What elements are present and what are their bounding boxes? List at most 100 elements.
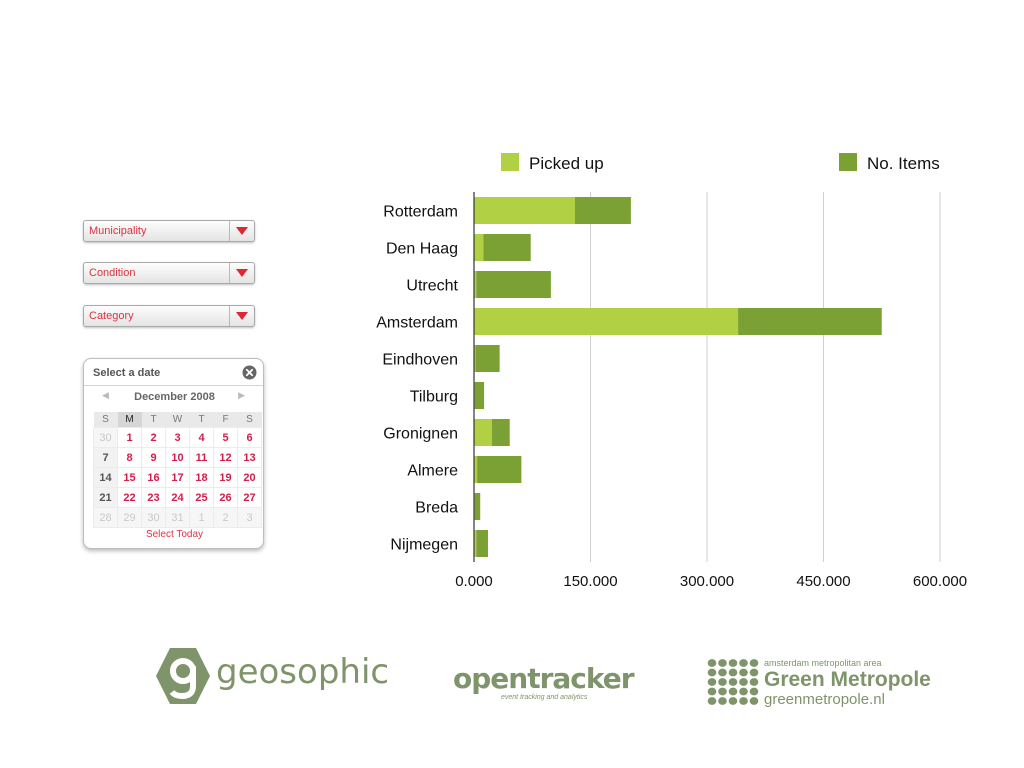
weekday-header: W xyxy=(165,412,190,428)
next-month-arrow-icon[interactable]: ▶ xyxy=(238,390,245,400)
category-label: Amsterdam xyxy=(376,315,458,332)
calendar-day[interactable]: 14 xyxy=(93,467,118,488)
bar-no-items xyxy=(474,382,485,409)
x-tick-label: 450.000 xyxy=(796,573,850,590)
category-dropdown[interactable]: Category xyxy=(83,305,255,327)
bar-no-items xyxy=(476,271,551,298)
chart-bars xyxy=(474,197,882,557)
opentracker-logo: opentracker event tracking and analytics xyxy=(453,662,635,702)
category-label: Rotterdam xyxy=(383,204,458,221)
logo-dot xyxy=(718,668,727,677)
chart-legend: Picked up No. Items xyxy=(501,153,940,173)
municipality-dropdown-label: Municipality xyxy=(89,225,147,237)
logo-dot xyxy=(728,668,738,677)
category-label: Den Haag xyxy=(386,241,458,258)
date-picker: Select a date ◀ December 2008 ▶ S M T W … xyxy=(83,358,264,549)
category-label: Tilburg xyxy=(410,389,458,406)
x-tick-label: 300.000 xyxy=(680,573,734,590)
green-metropole-logo-mark xyxy=(707,659,759,705)
calendar-grid: S M T W T F S 30 1 2 3 4 5 6 7 8 9 xyxy=(93,412,262,528)
green-metropole-name: Green Metropole xyxy=(764,668,931,691)
bar-no-items xyxy=(475,345,500,372)
logo-dot xyxy=(707,659,717,667)
calendar-day[interactable]: 29 xyxy=(117,507,142,528)
green-metropole-url: greenmetropole.nl xyxy=(764,691,885,708)
bar-picked-up xyxy=(474,530,477,557)
calendar-day[interactable]: 31 xyxy=(165,507,190,528)
logo-dot xyxy=(728,678,738,686)
close-icon[interactable] xyxy=(242,365,257,385)
condition-dropdown[interactable]: Condition xyxy=(83,262,255,284)
logo-dot xyxy=(707,687,717,696)
legend-swatch-no-items xyxy=(839,153,857,171)
category-label: Utrecht xyxy=(406,278,458,295)
calendar-day[interactable]: 25 xyxy=(189,487,214,508)
bar-no-items xyxy=(476,530,488,557)
x-tick-label: 600.000 xyxy=(913,573,967,590)
logo-dot xyxy=(707,697,717,705)
logo-dot xyxy=(749,659,759,667)
logo-dot xyxy=(739,697,748,705)
chevron-down-icon[interactable] xyxy=(229,221,254,241)
opentracker-tagline: event tracking and analytics xyxy=(501,694,588,701)
x-tick-label: 0.000 xyxy=(455,573,493,590)
bar-no-items xyxy=(574,197,631,224)
calendar-day[interactable]: 18 xyxy=(189,467,214,488)
category-label: Nijmegen xyxy=(390,537,458,554)
bar-picked-up xyxy=(474,456,478,483)
municipality-dropdown[interactable]: Municipality xyxy=(83,220,255,242)
calendar-day[interactable]: 19 xyxy=(213,467,238,488)
calendar-day[interactable]: 2 xyxy=(213,507,238,528)
calendar-day[interactable]: 7 xyxy=(93,447,118,468)
bar-no-items xyxy=(483,234,531,261)
previous-month-arrow-icon[interactable]: ◀ xyxy=(102,390,109,400)
condition-dropdown-label: Condition xyxy=(89,267,136,279)
calendar-day[interactable]: 16 xyxy=(141,467,166,488)
weekday-header: S xyxy=(93,412,118,428)
calendar-day[interactable]: 30 xyxy=(141,507,166,528)
logo-dot xyxy=(728,697,738,705)
stacked-bar-chart: Picked up No. Items Rotterdam Den Haag Utr… xyxy=(376,153,967,590)
logo-dot xyxy=(739,659,748,667)
logo-dot xyxy=(739,668,748,677)
logo-dot xyxy=(707,678,717,686)
green-metropole-logo: amsterdam metropolitan area Green Metrop… xyxy=(707,658,931,711)
logo-dot xyxy=(749,678,759,686)
logo-dot xyxy=(739,687,748,696)
green-metropole-tagline: amsterdam metropolitan area xyxy=(764,658,882,668)
calendar-day[interactable]: 3 xyxy=(237,507,262,528)
geosophic-logo-text: geosophic xyxy=(216,652,390,692)
divider xyxy=(84,385,263,386)
logo-dot xyxy=(728,659,738,667)
bar-no-items xyxy=(491,419,510,446)
calendar-day[interactable]: 28 xyxy=(93,507,118,528)
calendar-day[interactable]: 24 xyxy=(165,487,190,508)
category-label: Breda xyxy=(415,500,458,517)
weekday-header: F xyxy=(213,412,238,428)
logo-dot xyxy=(739,678,748,686)
x-axis-tick-labels: 0.000 150.000 300.000 450.000 600.000 xyxy=(455,573,967,590)
weekday-header: S xyxy=(237,412,262,428)
logo-dot xyxy=(749,697,759,705)
logo-dot xyxy=(718,687,727,696)
bar-picked-up xyxy=(474,419,492,446)
date-picker-title: Select a date xyxy=(93,367,161,379)
calendar-month-label: December 2008 xyxy=(134,391,215,403)
opentracker-logo-text: opentracker xyxy=(453,662,635,695)
calendar-day[interactable]: 20 xyxy=(237,467,262,488)
geosophic-logo: geosophic xyxy=(152,646,389,711)
bar-picked-up xyxy=(474,234,484,261)
bar-no-items xyxy=(738,308,882,335)
weekday-header: M xyxy=(117,412,142,428)
calendar-day[interactable]: 21 xyxy=(93,487,118,508)
chevron-down-icon[interactable] xyxy=(229,263,254,283)
logo-dot xyxy=(707,668,717,677)
geosophic-logo-mark xyxy=(156,648,210,704)
chart-grid xyxy=(590,192,941,562)
category-dropdown-label: Category xyxy=(89,310,134,322)
bar-picked-up xyxy=(474,345,476,372)
calendar-day[interactable]: 13 xyxy=(237,447,262,468)
logo-dot xyxy=(718,678,727,686)
select-today-link[interactable]: Select Today xyxy=(145,529,204,540)
chevron-down-icon[interactable] xyxy=(229,306,254,326)
